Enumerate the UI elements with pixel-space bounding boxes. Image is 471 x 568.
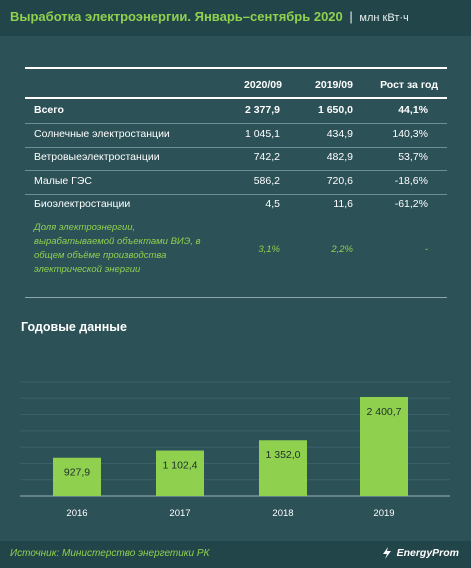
row-label: Солнечные электростанции — [34, 128, 170, 140]
row-value-2019: 1 650,0 — [317, 104, 353, 116]
bar-2018 — [259, 440, 307, 496]
row-value-2020: 586,2 — [253, 175, 280, 187]
table-header-rule — [25, 97, 447, 99]
col-header-2019: 2019/09 — [315, 79, 353, 91]
row-label: Малые ГЭС — [34, 175, 92, 187]
source-note: Источник: Министерство энергетики РК — [10, 548, 210, 559]
table-top-rule — [25, 67, 447, 69]
x-tick-label: 2017 — [169, 508, 190, 519]
row-value-2020: 4,5 — [265, 198, 280, 210]
x-tick-label: 2019 — [373, 508, 394, 519]
row-value-2019: 482,9 — [326, 151, 353, 163]
bar-value-label: 927,9 — [64, 467, 90, 479]
row-value-growth: 44,1% — [398, 104, 428, 116]
bar-2017 — [156, 450, 204, 496]
res-share-growth: - — [424, 244, 428, 255]
brand-logo-text: EnergyProm — [396, 547, 459, 559]
row-value-growth: 140,3% — [392, 128, 428, 140]
table-bottom-rule — [25, 297, 447, 298]
row-value-2020: 742,2 — [253, 151, 280, 163]
res-share-note: Доля электроэнергии, вырабатываемой объе… — [34, 222, 201, 275]
row-divider — [25, 170, 447, 171]
row-value-2020: 1 045,1 — [244, 128, 280, 140]
x-tick-label: 2018 — [272, 508, 293, 519]
lightning-icon — [382, 547, 391, 559]
x-tick-label: 2016 — [66, 508, 87, 519]
row-value-2019: 11,6 — [333, 198, 353, 210]
row-value-2019: 720,6 — [326, 175, 353, 187]
page-title: Выработка электроэнергии. Январь–сентябр… — [10, 9, 343, 24]
title-row: Выработка электроэнергии. Январь–сентябр… — [10, 9, 409, 24]
row-label: Ветровыеэлектростанции — [34, 151, 160, 163]
row-value-growth: 53,7% — [398, 151, 428, 163]
col-header-2020: 2020/09 — [244, 79, 282, 91]
bar-value-label: 1 102,4 — [162, 460, 197, 472]
res-share-2019: 2,2% — [331, 244, 353, 255]
annual-bar-chart: 927,9 2016 1 102,4 2017 1 352,0 2018 2 400,7 20… — [20, 381, 450, 519]
row-divider — [25, 147, 447, 148]
brand-logo: EnergyProm — [381, 547, 459, 559]
row-value-growth: -61,2% — [394, 198, 428, 210]
footer-bar: Источник: Министерство энергетики РК Ene… — [0, 541, 471, 568]
row-divider — [25, 194, 447, 195]
title-separator: | — [349, 9, 353, 24]
row-value-growth: -18,6% — [394, 175, 428, 187]
bar-2016 — [53, 457, 101, 496]
bar-value-label: 1 352,0 — [265, 449, 300, 461]
bar-2019 — [360, 397, 408, 496]
bar-value-label: 2 400,7 — [366, 406, 401, 418]
row-label: Всего — [34, 104, 64, 116]
row-divider — [25, 123, 447, 124]
row-label: Биоэлектростанции — [34, 198, 131, 210]
units-label: млн кВт·ч — [359, 12, 409, 24]
res-share-2020: 3,1% — [258, 244, 280, 255]
chart-title: Годовые данные — [21, 320, 127, 334]
header-bar: Выработка электроэнергии. Январь–сентябр… — [0, 0, 471, 36]
row-value-2019: 434,9 — [326, 128, 353, 140]
row-value-2020: 2 377,9 — [244, 104, 280, 116]
col-header-growth: Рост за год — [380, 79, 438, 91]
